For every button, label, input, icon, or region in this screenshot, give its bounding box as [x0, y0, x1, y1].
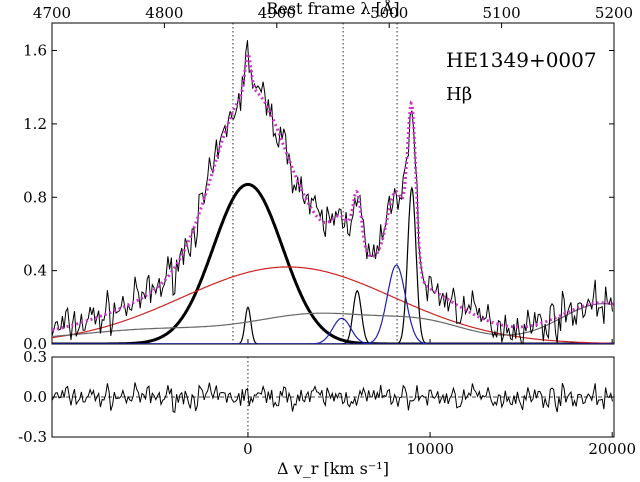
residual-line [52, 382, 613, 413]
top-tick-label: 5200 [595, 4, 633, 22]
main-y-tick-label: 0.4 [23, 262, 47, 280]
main-y-tick-label: 1.2 [23, 115, 47, 133]
object-label: HE1349+0007 [446, 48, 597, 72]
total-fit [52, 51, 614, 332]
residual-y-tick-label: -0.3 [18, 428, 47, 446]
bottom-tick-label: 10000 [406, 440, 454, 458]
residual-y-tick-label: 0.3 [23, 348, 47, 366]
residual-y-tick-label: 0.0 [23, 388, 47, 406]
main-y-tick-label: 0.8 [23, 188, 47, 206]
component--oiii-4959-semibroad [52, 317, 614, 344]
line-label: Hβ [446, 84, 472, 105]
top-tick-label: 4900 [258, 4, 296, 22]
residual-y-axis-ticks: -0.3 0.0 0.3 [18, 348, 614, 446]
top-tick-label: 4700 [33, 4, 71, 22]
main-y-tick-label: 0.0 [23, 335, 47, 353]
bottom-tick-label: 0 [243, 440, 253, 458]
residual-series-group [52, 382, 613, 413]
observed-spectrum [52, 40, 613, 344]
bottom-axis-title: Δ v_r [km s⁻¹] [277, 459, 389, 478]
bottom-axis-ticks: 0 10000 20000 [243, 339, 636, 458]
bottom-tick-label: 20000 [588, 440, 636, 458]
main-y-axis-ticks: 0.0 0.4 0.8 1.2 1.6 [23, 42, 614, 353]
top-tick-label: 4800 [145, 4, 183, 22]
feii-template [52, 303, 614, 337]
top-tick-label: 5100 [483, 4, 521, 22]
top-tick-label: 5000 [370, 4, 408, 22]
component-h-broad-component [52, 182, 614, 344]
reference-lines [52, 23, 614, 437]
top-axis-ticks: 4700 4800 4900 5000 5100 5200 [33, 4, 633, 28]
top-axis-title: Rest frame λ [Å] [266, 0, 399, 18]
main-y-tick-label: 1.6 [23, 42, 47, 60]
main-series-group [52, 40, 614, 344]
